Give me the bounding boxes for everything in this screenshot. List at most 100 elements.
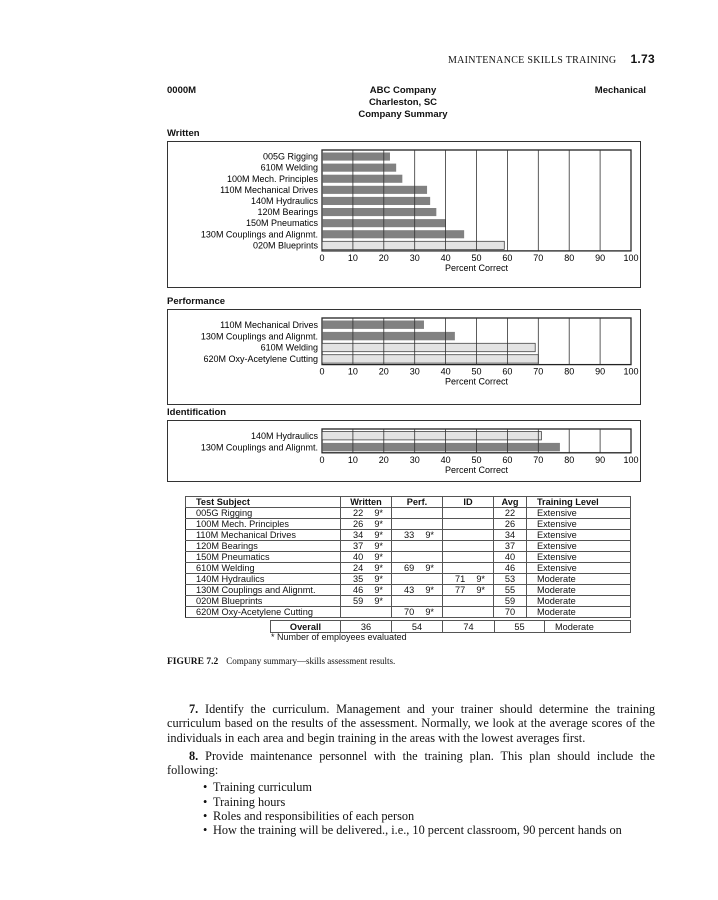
cell-id [442, 540, 469, 552]
cell-level: Moderate [525, 573, 632, 585]
col-perf: Perf. [391, 496, 443, 508]
cell-level: Extensive [525, 518, 632, 530]
category-label: 140M Hydraulics [251, 431, 319, 441]
section-performance: Performance [167, 296, 226, 307]
cell-perf-n [417, 540, 443, 552]
cell-perf [391, 595, 418, 607]
col-id: ID [442, 496, 494, 508]
tick-label: 0 [319, 367, 324, 377]
category-label: 130M Couplings and Alignmt. [201, 229, 318, 239]
tick-label: 0 [319, 455, 324, 465]
cell-id [442, 507, 469, 519]
table-row: 610M Welding 24 9* 69 9* 46 Extensive [185, 562, 632, 574]
bar [321, 240, 505, 250]
tick-label: 30 [410, 455, 420, 465]
cell-written-n: 9* [366, 573, 392, 585]
tick-label: 80 [564, 455, 574, 465]
cell-perf [391, 551, 418, 563]
cell-level: Moderate [525, 595, 632, 607]
cell-level: Moderate [525, 584, 632, 596]
cell-subject: 005G Rigging [185, 507, 341, 519]
paragraph-8-number: 8. [189, 748, 199, 763]
category-label: 120M Bearings [257, 207, 318, 217]
cell-avg: 59 [493, 595, 527, 607]
overall-avg: 55 [494, 620, 545, 633]
cell-id-n [468, 562, 494, 574]
cell-level: Extensive [525, 551, 632, 563]
category-label: 130M Couplings and Alignmt. [201, 331, 318, 341]
bullet-item: How the training will be delivered., i.e… [167, 823, 655, 838]
tick-label: 20 [379, 455, 389, 465]
cell-written-n: 9* [366, 540, 392, 552]
paragraph-7-number: 7. [189, 702, 199, 716]
cell-written: 37 [340, 540, 367, 552]
cell-avg: 53 [493, 573, 527, 585]
cell-level: Extensive [525, 507, 632, 519]
cell-subject: 150M Pneumatics [185, 551, 341, 563]
bullet-item: Training hours [167, 795, 655, 810]
summary-table: Test Subject Written Perf. ID Avg Traini… [185, 496, 632, 618]
category-label: 610M Welding [261, 343, 318, 353]
cell-written-n: 9* [366, 518, 392, 530]
col-test-subject: Test Subject [185, 496, 341, 508]
tick-label: 60 [502, 367, 512, 377]
category-label: 150M Pneumatics [246, 218, 319, 228]
cell-perf [391, 540, 418, 552]
overall-label: Overall [270, 620, 341, 633]
cell-perf [391, 507, 418, 519]
x-axis-label: Percent Correct [445, 263, 509, 273]
cell-subject: 020M Blueprints [185, 595, 341, 607]
tick-label: 30 [410, 253, 420, 263]
cell-written-n: 9* [366, 551, 392, 563]
cell-avg: 55 [493, 584, 527, 596]
table-row: 100M Mech. Principles 26 9* 26 Extensive [185, 518, 632, 530]
performance-chart: 110M Mechanical Drives 130M Couplings and… [167, 309, 641, 405]
running-head-title: MAINTENANCE SKILLS TRAINING [447, 55, 617, 66]
paragraph-8-text: Provide maintenance personnel with the t… [167, 748, 655, 778]
tick-label: 70 [533, 253, 543, 263]
table-row: 005G Rigging 22 9* 22 Extensive [185, 507, 632, 519]
cell-written: 40 [340, 551, 367, 563]
cell-perf: 69 [391, 562, 418, 574]
cell-id-n [468, 551, 494, 563]
identification-chart: 140M Hydraulics 130M Couplings and Alignm… [167, 420, 641, 482]
paragraph-8: 8. Provide maintenance personnel with th… [167, 749, 655, 778]
tick-label: 20 [379, 253, 389, 263]
cell-avg: 40 [493, 551, 527, 563]
cell-level: Extensive [525, 562, 632, 574]
cell-level: Extensive [525, 540, 632, 552]
tick-label: 100 [623, 253, 638, 263]
cell-id: 71 [442, 573, 469, 585]
figure-label: FIGURE 7.2 [167, 657, 219, 667]
cell-id-n: 9* [468, 573, 494, 585]
cell-perf [391, 573, 418, 585]
col-written: Written [340, 496, 392, 508]
figure-caption: FIGURE 7.2 Company summary—skills assessm… [167, 656, 395, 667]
bar [322, 208, 437, 217]
written-chart: 005G Rigging 610M Welding 100M Mech. Princ… [167, 141, 641, 288]
table-row: 150M Pneumatics 40 9* 40 Extensive [185, 551, 632, 563]
table-footnote: * Number of employees evaluated [271, 632, 407, 642]
category-label: 610M Welding [261, 163, 318, 173]
section-identification: Identification [167, 407, 227, 418]
table-row: 120M Bearings 37 9* 37 Extensive [185, 540, 632, 552]
category-label: 620M Oxy-Acetylene Cutting [203, 354, 318, 364]
running-head: MAINTENANCE SKILLS TRAINING 1.73 [448, 52, 655, 66]
cell-subject: 620M Oxy-Acetylene Cutting [185, 606, 341, 618]
cell-subject: 120M Bearings [185, 540, 341, 552]
category-label: 100M Mech. Principles [227, 174, 319, 184]
bar [322, 230, 465, 239]
cell-written-n: 9* [366, 562, 392, 574]
cell-avg: 37 [493, 540, 527, 552]
cell-subject: 110M Mechanical Drives [185, 529, 341, 541]
cell-perf-n [417, 507, 443, 519]
table-row: 130M Couplings and Alignmt. 46 9* 43 9* 77 9* 5… [185, 584, 632, 596]
table-row: 020M Blueprints 59 9* 59 Moderate [185, 595, 632, 607]
tick-label: 90 [595, 367, 605, 377]
cell-avg: 22 [493, 507, 527, 519]
cell-written: 59 [340, 595, 367, 607]
cell-written: 26 [340, 518, 367, 530]
cell-avg: 34 [493, 529, 527, 541]
category-label: 130M Couplings and Alignmt. [201, 442, 318, 452]
cell-id-n [468, 507, 494, 519]
